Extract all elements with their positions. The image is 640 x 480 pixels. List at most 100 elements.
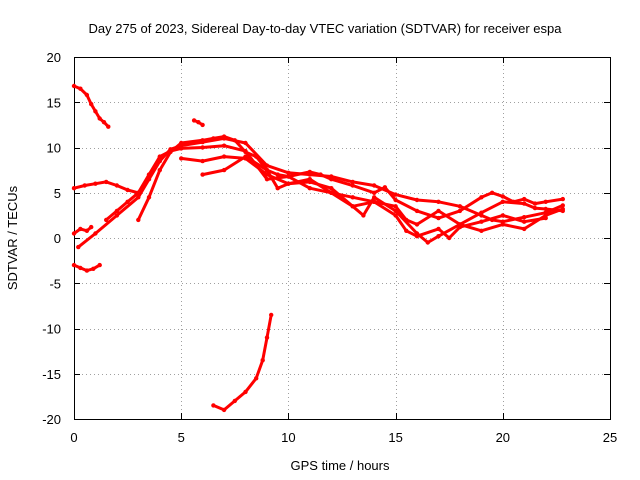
data-point (146, 172, 152, 177)
data-point (191, 118, 197, 123)
data-point (436, 199, 441, 204)
data-point (522, 196, 527, 202)
data-point (307, 186, 312, 191)
data-point (286, 174, 291, 179)
data-point (168, 149, 173, 155)
y-tick-label: -10 (42, 322, 61, 337)
data-point (71, 231, 77, 236)
data-point (414, 222, 420, 227)
data-point (78, 86, 83, 91)
data-point (393, 213, 398, 218)
data-point (522, 201, 527, 206)
data-point (264, 335, 270, 340)
data-point (393, 192, 398, 197)
data-point (101, 120, 107, 125)
data-point (307, 169, 312, 175)
data-point (522, 226, 527, 232)
data-point (200, 145, 205, 150)
data-point (457, 208, 463, 214)
data-point (522, 219, 527, 224)
data-point (522, 215, 527, 220)
data-point (243, 140, 248, 146)
data-point (89, 224, 94, 230)
axis-ticks: 0 5 10 15 20 25 -20 -15 -10 -5 0 5 10 15 20 (42, 50, 617, 445)
data-point (560, 203, 565, 208)
x-tick-label: 10 (281, 430, 295, 445)
data-point (179, 146, 184, 151)
data-point (361, 213, 366, 218)
y-tick-label: 20 (47, 50, 61, 65)
data-point (243, 389, 248, 395)
series-track-mid-extra (200, 154, 565, 245)
data-point (93, 231, 98, 236)
data-point (447, 235, 452, 241)
data-point (114, 208, 120, 214)
data-point (243, 149, 248, 155)
x-tick-label: 25 (603, 430, 617, 445)
data-point (500, 213, 505, 218)
data-point (543, 206, 548, 212)
data-point (146, 195, 152, 200)
x-tick-label: 20 (496, 430, 510, 445)
data-point (243, 154, 248, 159)
data-point (350, 204, 355, 209)
data-point (275, 172, 280, 177)
data-point (221, 167, 227, 173)
data-point (532, 201, 538, 206)
series-track-negative (211, 312, 274, 413)
data-point (372, 190, 377, 195)
data-point (106, 124, 111, 129)
data-point (414, 197, 420, 203)
data-point (200, 138, 205, 143)
data-point (275, 186, 280, 191)
data-point (125, 187, 130, 193)
y-tick-label: 0 (54, 231, 61, 246)
data-point (543, 213, 548, 218)
data-point (560, 206, 565, 212)
series-line (72, 225, 93, 235)
data-point (78, 265, 83, 271)
data-point (104, 179, 109, 185)
data-point (97, 116, 102, 121)
data-point (264, 177, 270, 182)
data-point (104, 217, 109, 223)
series-line (211, 313, 273, 412)
data-point (211, 403, 216, 408)
data-point (479, 228, 484, 233)
data-point (286, 170, 291, 175)
data-point (76, 244, 81, 250)
data-point (414, 208, 420, 214)
data-point (404, 228, 409, 233)
data-point (350, 195, 355, 200)
data-point (543, 199, 548, 204)
x-tick-label: 15 (388, 430, 402, 445)
data-point (372, 183, 377, 188)
data-point (318, 172, 323, 177)
data-point (393, 197, 398, 203)
data-point (136, 217, 141, 223)
data-point (179, 140, 184, 146)
series-line (179, 155, 548, 240)
data-point (78, 226, 83, 232)
data-point (436, 226, 441, 232)
data-point (254, 154, 259, 159)
series-track-early-mid (71, 179, 141, 195)
data-point (425, 240, 430, 245)
y-tick-label: 15 (47, 95, 61, 110)
data-point (500, 194, 505, 199)
data-point (93, 109, 98, 114)
data-point (457, 204, 463, 209)
x-tick-label: 5 (178, 430, 185, 445)
data-point (114, 183, 120, 188)
data-point (436, 215, 441, 221)
data-point (560, 196, 565, 202)
data-point (500, 222, 505, 227)
data-point (114, 213, 120, 218)
series-track-early-low (71, 262, 102, 273)
data-point (82, 183, 87, 188)
data-point (372, 195, 377, 200)
data-point (157, 154, 162, 159)
y-tick-label: -15 (42, 367, 61, 382)
y-tick-label: 10 (47, 141, 61, 156)
